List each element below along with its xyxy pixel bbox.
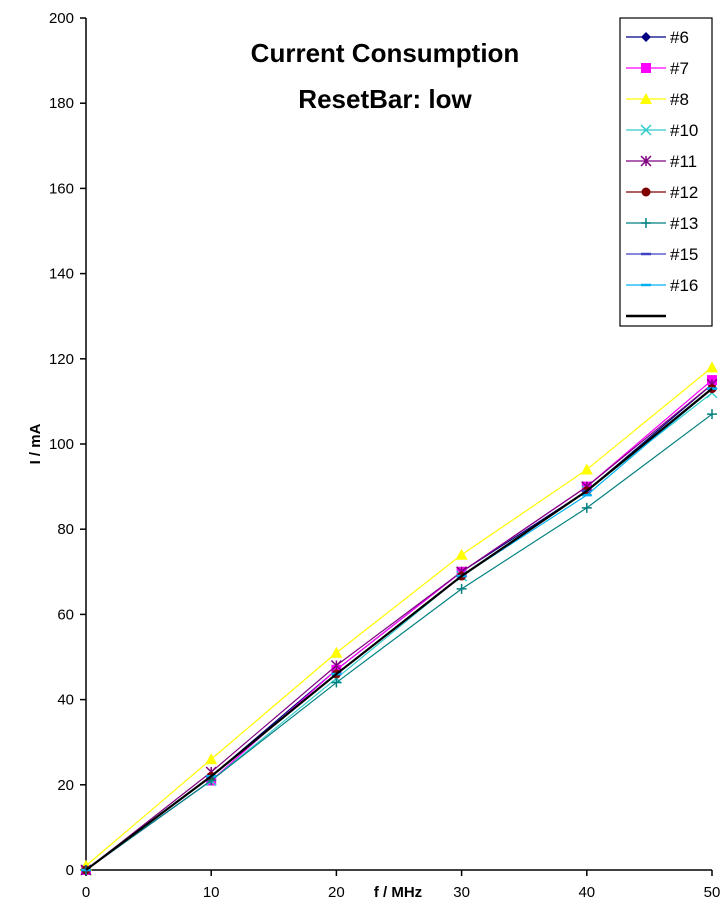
y-tick-label: 20 [57,777,74,794]
series-line [85,413,713,871]
y-tick-label: 140 [49,266,74,283]
x-tick-label: 10 [203,884,220,901]
data-point [330,659,342,672]
chart-subtitle: ResetBar: low [298,84,472,114]
legend-swatch-marker [641,63,651,73]
data-point [331,677,342,688]
data-point [580,463,593,475]
y-tick-label: 120 [49,351,74,368]
legend-swatch-marker [640,93,652,104]
data-point [456,583,467,594]
x-tick-label: 50 [704,884,721,901]
legend-item: #12 [626,183,698,202]
legend-item: #11 [626,152,697,171]
series-n13 [81,409,717,875]
series-line [85,366,713,867]
y-tick-label: 40 [57,692,74,709]
legend-item: #8 [626,90,689,109]
x-tick-label: 20 [328,884,345,901]
data-point [330,646,343,658]
legend-label: #12 [670,183,698,202]
legend-item: #10 [626,121,698,140]
legend-swatch-marker [641,218,651,228]
y-tick-label: 0 [66,862,74,879]
y-ticks: 0 20 40 60 80 100 120 140 160 180 200 [49,10,86,879]
legend-items: #6 #7 #8 #10 #11 #12 #13 #15 #16 [626,28,698,318]
legend-item: #7 [626,59,689,78]
legend-label: #15 [670,245,698,264]
legend-swatch-marker [640,124,652,136]
y-tick-label: 160 [49,180,74,197]
data-point [581,502,592,513]
legend-swatch-marker [641,187,651,197]
data-point [205,753,218,765]
legend-label: #11 [670,152,697,171]
legend-item: #15 [626,245,698,264]
x-tick-label: 30 [453,884,470,901]
series-unnamed [85,387,713,871]
legend-label: #6 [670,28,689,47]
legend-item: #13 [626,214,698,233]
legend-item: #16 [626,276,698,295]
legend-swatch-marker [641,32,651,42]
x-tick-label: 40 [578,884,595,901]
legend-label: #16 [670,276,698,295]
data-point [706,361,718,373]
plot-area [80,361,718,876]
series-line [85,387,713,871]
y-tick-label: 60 [57,606,74,623]
legend: #6 #7 #8 #10 #11 #12 #13 #15 #16 [619,17,713,327]
chart-title: Current Consumption [251,38,520,68]
axes: 0 20 40 60 80 100 120 140 160 180 200 0 10 20 30 40 50 [49,10,720,901]
legend-label: #10 [670,121,698,140]
legend-label: #7 [670,59,689,78]
legend-item: #6 [626,28,689,47]
x-ticks: 0 10 20 30 40 50 [82,870,721,901]
y-tick-label: 80 [57,521,74,538]
series-n8 [80,361,718,871]
legend-label: #13 [670,214,698,233]
y-tick-label: 180 [49,95,74,112]
legend-swatch-marker [640,155,652,167]
x-tick-label: 0 [82,884,90,901]
legend-label: #8 [670,90,689,109]
y-tick-label: 100 [49,436,74,453]
series-line [85,383,713,871]
data-point [455,548,468,560]
x-axis-title: f / MHz [374,884,422,901]
y-tick-label: 200 [49,10,74,27]
legend-box [619,17,713,327]
y-axis-title: I / mA [27,423,44,464]
data-point [707,409,717,420]
